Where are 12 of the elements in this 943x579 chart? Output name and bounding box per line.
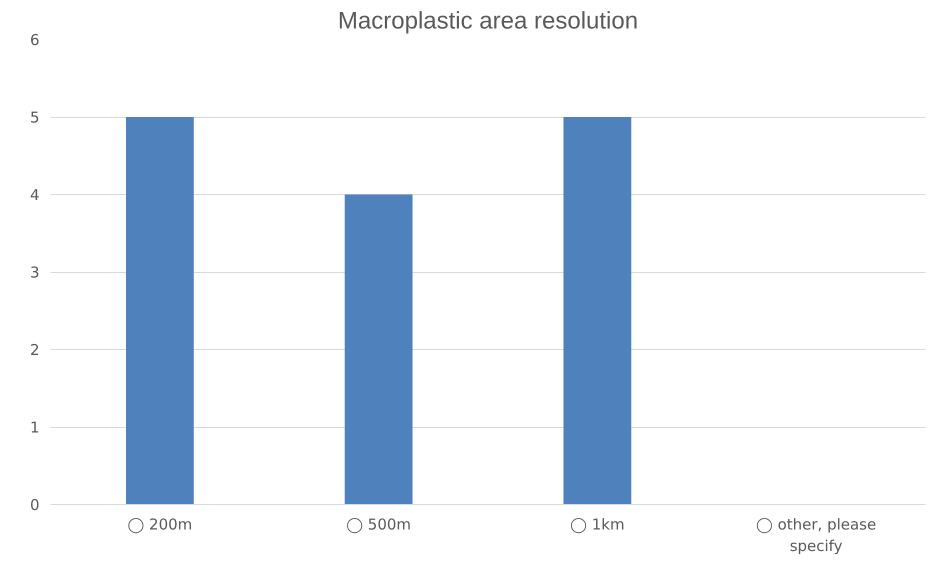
x-tick-label: ◯ other, please specify bbox=[756, 516, 876, 556]
y-tick-label: 4 bbox=[30, 186, 40, 204]
x-tick-label: ◯ 500m bbox=[346, 516, 412, 534]
y-tick-label: 5 bbox=[30, 108, 40, 126]
x-tick-label: ◯ 200m bbox=[127, 516, 192, 534]
y-tick-label: 0 bbox=[30, 496, 40, 514]
y-tick-label: 1 bbox=[30, 418, 40, 436]
chart-title: Macroplastic area resolution bbox=[338, 8, 638, 34]
y-tick-label: 3 bbox=[30, 264, 40, 282]
y-tick-label: 6 bbox=[30, 31, 40, 49]
y-tick-label: 2 bbox=[30, 341, 40, 359]
x-tick-label: ◯ 1km bbox=[570, 516, 625, 534]
